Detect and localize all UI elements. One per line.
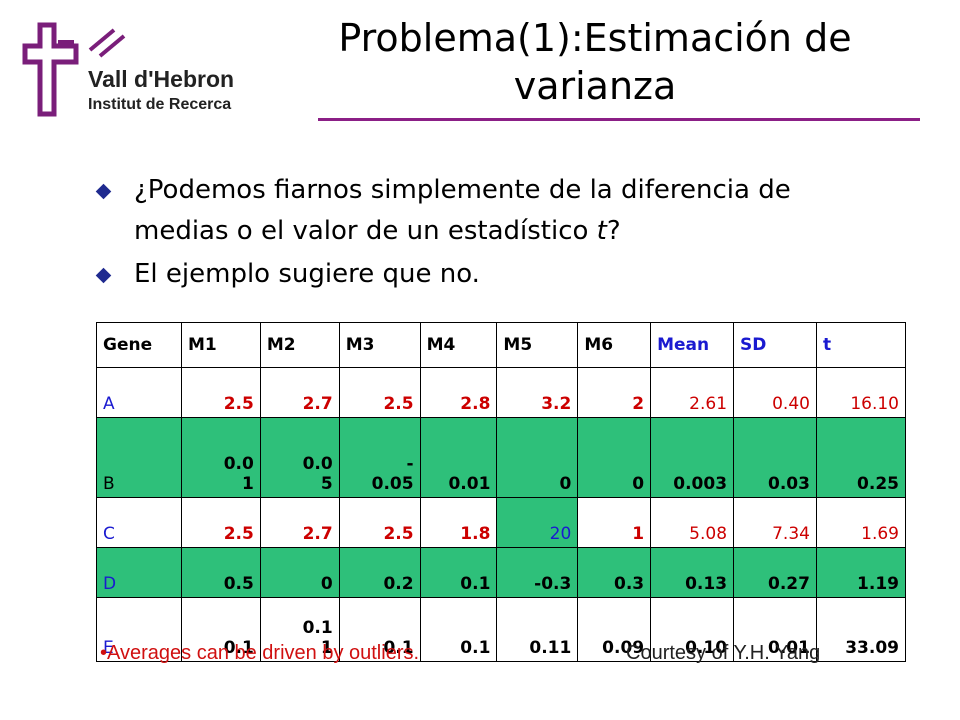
- bullet-item: ¿Podemos fiarnos simplemente de la difer…: [95, 170, 838, 252]
- cell-t: 16.10: [815, 367, 907, 418]
- cell-t: 1.19: [815, 547, 907, 598]
- cell-m2: 2.7: [259, 367, 340, 418]
- table-header-row: Gene M1 M2 M3 M4 M5 M6 Mean SD t: [96, 322, 907, 368]
- outlier-footnote: •Averages can be driven by outliers.: [100, 642, 420, 664]
- cell-gene: C: [96, 497, 182, 548]
- bullet-text-end: ?: [606, 216, 621, 246]
- cell-m4: 0.1: [419, 547, 498, 598]
- bullet-italic-text: t: [596, 216, 607, 246]
- header-mean: Mean: [650, 322, 735, 368]
- credit-text: Courtesy of Y.H. Yang: [626, 642, 821, 664]
- cell-gene: D: [96, 547, 182, 598]
- cell-m3: 0.2: [338, 547, 421, 598]
- header-m4: M4: [419, 322, 498, 368]
- cell-m3: 2.5: [338, 497, 421, 548]
- header-m5: M5: [496, 322, 579, 368]
- cell-m4: 2.8: [419, 367, 498, 418]
- header-m3: M3: [338, 322, 421, 368]
- table-row: D 0.5 0 0.2 0.1 -0.3 0.3 0.13 0.27 1.19: [96, 547, 907, 598]
- cell-sd: 7.34: [733, 497, 817, 548]
- cell-m5: -0.3: [496, 547, 579, 598]
- cell-m4: 1.8: [419, 497, 498, 548]
- cell-mean: 5.08: [650, 497, 735, 548]
- logo-name: Vall d'Hebron: [88, 66, 235, 92]
- cell-gene: E: [96, 597, 182, 662]
- cell-m1: 0.5: [180, 547, 261, 598]
- table-row: A 2.5 2.7 2.5 2.8 3.2 2 2.61 0.40 16.10: [96, 367, 907, 418]
- cross-logo-icon: [22, 22, 79, 117]
- cell-gene: B: [96, 417, 182, 498]
- slide-title: Problema(1):Estimación de varianza: [265, 14, 925, 110]
- header-gene: Gene: [96, 322, 182, 368]
- bullet-text: El ejemplo sugiere que no.: [134, 259, 480, 289]
- bullet-text: ¿Podemos fiarnos simplemente de la difer…: [134, 175, 791, 246]
- cell-m1: 2.5: [180, 497, 261, 548]
- cell-sd: 0.27: [733, 547, 817, 598]
- table-row: B 0.0 1 0.0 5 - 0.05 0.01 0 0 0.003 0.03…: [96, 417, 907, 498]
- header-sd: SD: [733, 322, 817, 368]
- cell-m5: 0.11: [496, 597, 579, 662]
- cell-t: 1.69: [815, 497, 907, 548]
- cell-mean: 0.13: [650, 547, 735, 598]
- header-m1: M1: [180, 322, 261, 368]
- cell-m3: - 0.05: [338, 417, 421, 498]
- header-m2: M2: [259, 322, 340, 368]
- table-row: E 0.1 0.1 1 0.1 0.1 0.11 0.09 0.10 0.01 …: [96, 597, 907, 662]
- cell-m1: 0.0 1: [180, 417, 261, 498]
- cell-sd: 0.03: [733, 417, 817, 498]
- logo-subtitle: Institut de Recerca: [88, 96, 232, 113]
- cell-t: 0.25: [815, 417, 907, 498]
- cell-m1: 2.5: [180, 367, 261, 418]
- cell-m6: 0.09: [577, 597, 652, 662]
- cell-mean: 0.10: [650, 597, 735, 662]
- cell-m6: 2: [577, 367, 652, 418]
- cell-m3: 0.1: [338, 597, 421, 662]
- cell-m2: 0: [259, 547, 340, 598]
- cell-m4: 0.01: [419, 417, 498, 498]
- cell-m5: 3.2: [496, 367, 579, 418]
- cell-m3: 2.5: [338, 367, 421, 418]
- cell-m2: 0.0 5: [259, 417, 340, 498]
- title-divider: [318, 118, 920, 121]
- slide-title-line1: Problema(1):Estimación de: [338, 16, 852, 60]
- header-t: t: [815, 322, 907, 368]
- cell-m2: 2.7: [259, 497, 340, 548]
- table-row: C 2.5 2.7 2.5 1.8 20 1 5.08 7.34 1.69: [96, 497, 907, 548]
- diamond-bullet-icon: [95, 183, 112, 200]
- cell-m6: 1: [577, 497, 652, 548]
- header-m6: M6: [577, 322, 652, 368]
- logo-swoosh-icon: [88, 28, 126, 58]
- cell-m4: 0.1: [419, 597, 498, 662]
- cell-mean: 0.003: [650, 417, 735, 498]
- institution-logo: Vall d'Hebron Institut de Recerca: [22, 22, 262, 122]
- slide-title-line2: varianza: [513, 64, 677, 108]
- cell-m5-outlier: 20: [496, 497, 579, 548]
- cell-gene: A: [96, 367, 182, 418]
- bullet-list: ¿Podemos fiarnos simplemente de la difer…: [95, 170, 838, 295]
- cell-m6: 0: [577, 417, 652, 498]
- cell-mean: 2.61: [650, 367, 735, 418]
- cell-m6: 0.3: [577, 547, 652, 598]
- cell-sd: 0.40: [733, 367, 817, 418]
- gene-table: Gene M1 M2 M3 M4 M5 M6 Mean SD t A 2.5 2…: [96, 322, 907, 662]
- cell-t: 33.09: [815, 597, 907, 662]
- bullet-item: El ejemplo sugiere que no.: [95, 254, 838, 295]
- cell-m5: 0: [496, 417, 579, 498]
- diamond-bullet-icon: [95, 267, 112, 284]
